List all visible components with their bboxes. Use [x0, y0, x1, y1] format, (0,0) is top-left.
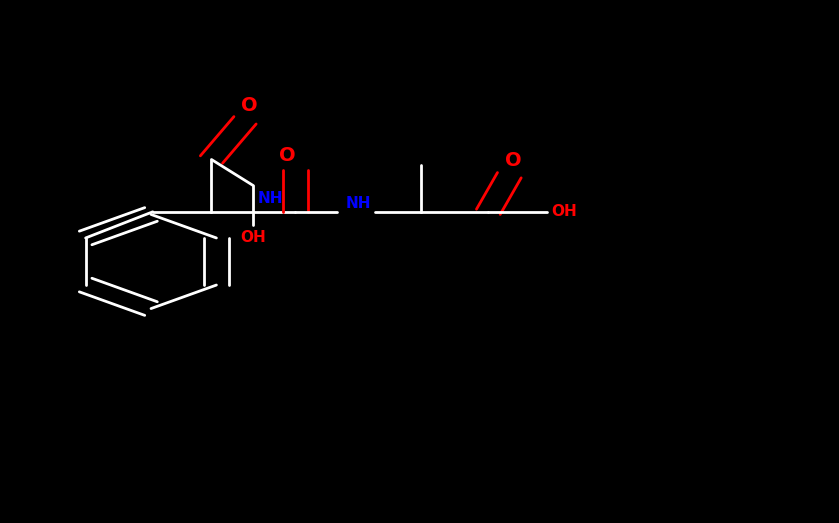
Text: NH: NH [346, 197, 371, 211]
Text: OH: OH [551, 204, 577, 219]
Text: NH: NH [258, 191, 283, 206]
Text: OH: OH [241, 230, 266, 245]
Text: O: O [279, 146, 295, 165]
Text: O: O [241, 96, 258, 115]
Text: O: O [505, 151, 522, 170]
